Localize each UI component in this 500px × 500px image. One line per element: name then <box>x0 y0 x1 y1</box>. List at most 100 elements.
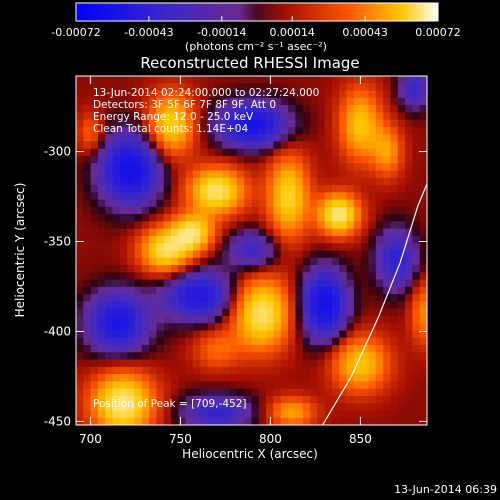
heatmap-cell <box>97 235 106 244</box>
heatmap-cell <box>339 301 348 310</box>
heatmap-cell <box>317 286 326 295</box>
heatmap-cell <box>324 221 333 230</box>
heatmap-cell <box>171 170 179 179</box>
heatmap-cell <box>361 83 370 92</box>
heatmap-cell <box>324 206 333 215</box>
heatmap-cell <box>317 141 326 150</box>
heatmap-cell <box>368 315 377 324</box>
heatmap-cell <box>412 410 421 419</box>
heatmap-cell <box>134 206 143 215</box>
heatmap-cell <box>361 228 370 237</box>
heatmap-cell <box>119 185 128 193</box>
heatmap-cell <box>258 345 267 353</box>
heatmap-cell <box>375 141 384 150</box>
heatmap-cell <box>397 177 406 186</box>
heatmap-cell <box>97 155 106 164</box>
heatmap-cell <box>346 199 355 208</box>
heatmap-cell <box>105 272 114 281</box>
heatmap-cell <box>156 112 165 121</box>
heatmap-cell <box>266 105 275 113</box>
heatmap-cell <box>280 97 289 106</box>
heatmap-cell <box>229 243 238 252</box>
heatmap-cell <box>375 330 384 339</box>
heatmap-cell <box>251 155 260 164</box>
heatmap-cell <box>156 417 165 425</box>
heatmap-cell <box>244 134 253 143</box>
heatmap-cell <box>178 381 187 390</box>
heatmap-cell <box>214 330 223 339</box>
heatmap-cell <box>324 265 333 273</box>
heatmap-cell <box>76 301 84 310</box>
heatmap-cell <box>236 345 245 353</box>
heatmap-cell <box>90 243 99 252</box>
heatmap-cell <box>258 105 267 113</box>
heatmap-cell <box>185 214 194 223</box>
heatmap-cell <box>244 286 253 295</box>
heatmap-cell <box>214 170 223 179</box>
heatmap-cell <box>127 403 136 412</box>
heatmap-cell <box>353 403 362 412</box>
heatmap-cell <box>288 345 296 353</box>
heatmap-cell <box>207 155 216 164</box>
heatmap-cell <box>361 308 370 317</box>
heatmap-cell <box>185 134 194 143</box>
heatmap-cell <box>295 141 304 150</box>
heatmap-cell <box>273 330 282 339</box>
heatmap-cell <box>134 134 143 143</box>
heatmap-cell <box>251 301 260 310</box>
heatmap-cell <box>193 265 201 273</box>
heatmap-cell <box>163 279 172 288</box>
heatmap-cell <box>368 381 377 390</box>
heatmap-cell <box>193 235 201 244</box>
heatmap-cell <box>251 221 260 230</box>
heatmap-cell <box>405 323 413 332</box>
heatmap-cell <box>310 119 318 128</box>
heatmap-cell <box>266 112 275 121</box>
heatmap-cell <box>346 141 355 150</box>
heatmap-cell <box>383 192 392 201</box>
heatmap-cell <box>346 243 355 252</box>
heatmap-cell <box>258 90 267 99</box>
heatmap-cell <box>127 214 136 223</box>
heatmap-cell <box>361 366 370 375</box>
heatmap-cell <box>229 221 238 230</box>
heatmap-cell <box>200 279 209 288</box>
heatmap-cell <box>346 417 355 425</box>
heatmap-cell <box>229 265 238 273</box>
heatmap-cell <box>390 257 399 266</box>
heatmap-cell <box>266 395 275 404</box>
heatmap-cell <box>105 228 114 237</box>
heatmap-cell <box>105 243 114 252</box>
heatmap-cell <box>361 221 370 230</box>
heatmap-cell <box>419 279 427 288</box>
heatmap-cell <box>163 134 172 143</box>
heatmap-cell <box>193 395 201 404</box>
heatmap-cell <box>178 417 187 425</box>
heatmap-cell <box>390 315 399 324</box>
heatmap-cell <box>317 199 326 208</box>
heatmap-cell <box>288 352 296 361</box>
heatmap-cell <box>207 250 216 259</box>
heatmap-cell <box>127 395 136 404</box>
heatmap-cell <box>90 345 99 353</box>
heatmap-cell <box>163 403 172 412</box>
x-axis-label: Heliocentric X (arcsec) <box>182 447 318 461</box>
heatmap-cell <box>412 97 421 106</box>
heatmap-cell <box>295 337 304 346</box>
heatmap-cell <box>185 381 194 390</box>
heatmap-cell <box>412 221 421 230</box>
heatmap-cell <box>112 366 121 375</box>
heatmap-cell <box>419 105 427 113</box>
heatmap-cell <box>90 177 99 186</box>
heatmap-cell <box>383 250 392 259</box>
heatmap-cell <box>258 250 267 259</box>
heatmap-cell <box>273 119 282 128</box>
heatmap-cell <box>251 257 260 266</box>
heatmap-cell <box>134 148 143 157</box>
heatmap-cell <box>193 337 201 346</box>
heatmap-cell <box>127 134 136 143</box>
heatmap-cell <box>258 337 267 346</box>
heatmap-cell <box>200 294 209 302</box>
heatmap-cell <box>163 112 172 121</box>
heatmap-cell <box>222 301 231 310</box>
